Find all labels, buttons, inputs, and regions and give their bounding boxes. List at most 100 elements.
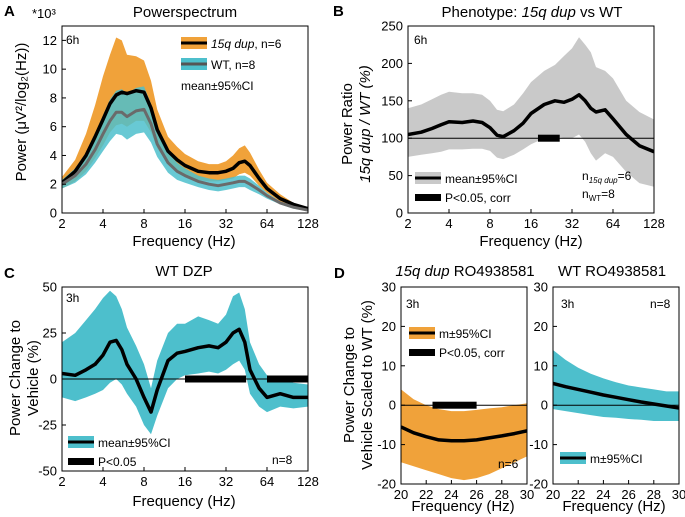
panel-c-time: 3h [66, 291, 79, 305]
axes-frame [400, 286, 528, 485]
y-tick-label: 0 [50, 206, 57, 221]
significance-bar-2 [267, 375, 308, 383]
x-tick-label: 8 [140, 216, 147, 231]
x-tick-label: 26 [469, 487, 483, 502]
y-tick-label: 150 [381, 93, 403, 108]
legend-sig-d-label: P<0.05, corr [439, 346, 505, 360]
x-tick-label: 8 [140, 474, 147, 489]
panel-c-xlabel: Frequency (Hz) [132, 493, 235, 510]
panel-d-title-right: WT RO4938581 [558, 263, 666, 280]
panel-b-n-dup: n15q dup=6 [582, 169, 632, 185]
panel-d-title-left-b: RO4938581 [450, 263, 535, 280]
ci-band-1 [62, 290, 308, 435]
panel-d-title-left-a: 15q dup [395, 263, 449, 280]
x-tick-label: 22 [419, 487, 433, 502]
plot-area [408, 37, 654, 187]
y-tick-label: -50 [38, 464, 57, 479]
y-tick-label: 0 [396, 206, 403, 221]
x-tick-label: 4 [445, 216, 452, 231]
x-tick-label: 30 [672, 487, 685, 502]
x-tick-label: 64 [606, 216, 620, 231]
legend-swatch-sig-d [409, 349, 435, 356]
panel-b-time: 6h [414, 33, 427, 47]
x-tick-label: 2 [58, 474, 65, 489]
panel-d-n-right: n=8 [650, 297, 671, 311]
plot-area [62, 290, 308, 435]
panel-d-right-plot: 20 22 24 26 28 30 -20 -10 0 10 20 30 [529, 280, 685, 503]
panel-c-plot: 2 4 8 16 32 64 128 -50 -25 0 25 50 [38, 280, 319, 490]
y-tick-label: 12 [43, 33, 57, 48]
y-tick-label: 20 [382, 319, 396, 334]
n-wt-sub: WT [589, 194, 602, 203]
panel-d-time-right: 3h [561, 297, 574, 311]
panel-b-legend: mean±95%CI P<0.05, corr [415, 172, 518, 205]
panel-a-time: 6h [66, 33, 79, 47]
panel-b-plot: 2 4 8 16 32 64 128 0 50 100 150 200 250 [381, 19, 665, 232]
significance-bar-1 [432, 401, 477, 409]
panel-d-legend-left: m±95%CI P<0.05, corr [409, 327, 505, 360]
panel-d-n-left: n=6 [498, 457, 519, 471]
ci-band-1 [401, 389, 527, 481]
x-tick-label: 30 [520, 487, 534, 502]
y-tick-label: 100 [381, 131, 403, 146]
x-tick-label: 32 [219, 474, 233, 489]
mean-line-1 [401, 425, 527, 443]
panel-c-ylabel-2: Vehicle (%) [25, 340, 42, 416]
panel-a-title: Powerspectrum [133, 4, 237, 21]
panel-a-ylabel: Power (μV²/log₂(Hz)) [13, 43, 30, 182]
panel-a-legend: 15q dup, n=6 WT, n=8 mean±95%CI [181, 37, 282, 93]
legend-band-c-label: mean±95%CI [98, 436, 171, 450]
x-tick-label: 22 [571, 487, 585, 502]
panel-c: C WT DZP 2 4 8 16 32 64 128 -50 -25 0 25 50 Frequen… [4, 263, 319, 510]
y-tick-label: -25 [38, 418, 57, 433]
x-tick-label: 4 [99, 216, 106, 231]
n-wt-val: =8 [601, 187, 615, 201]
panel-b-title-c: vs WT [576, 4, 623, 21]
panel-b-ylabel-1: Power Ratio [339, 83, 356, 165]
y-tick-label: -20 [529, 477, 548, 492]
legend-sig-c-label: P<0.05 [98, 455, 137, 469]
panel-b: B Phenotype: 15q dup vs WT 2 4 8 16 32 64 128 0… [333, 3, 665, 250]
ci-band-1 [553, 350, 679, 421]
panel-d-ylabel-2: Vehicle Scaled to WT (%) [359, 300, 376, 470]
legend-band-d-label: m±95%CI [439, 327, 492, 341]
mean-line-1 [408, 93, 654, 154]
panel-a-xlabel: Frequency (Hz) [132, 233, 235, 250]
ci-band-1 [62, 37, 308, 211]
n-wt-base: n [582, 187, 589, 201]
ci-band-2 [62, 86, 308, 211]
y-tick-label: 250 [381, 19, 403, 34]
x-tick-label: 26 [621, 487, 635, 502]
panel-a: A Powerspectrum *10³ 2 4 8 16 32 64 1280246810… [4, 3, 319, 250]
n-dup-base: n [582, 169, 589, 183]
y-tick-label: 6 [50, 119, 57, 134]
mean-line-2 [62, 107, 308, 212]
panel-d-ylabel-1: Power Change to [341, 327, 358, 443]
mean-line-1 [553, 381, 679, 410]
y-tick-label: 200 [381, 56, 403, 71]
legend-band-d2-label: m±95%CI [590, 452, 643, 466]
x-tick-label: 4 [99, 474, 106, 489]
x-tick-label: 64 [260, 216, 274, 231]
y-tick-label: 30 [382, 280, 396, 295]
n-dup-sub: 15q dup [589, 176, 618, 185]
y-tick-label: 10 [382, 358, 396, 373]
x-tick-label: 64 [260, 474, 274, 489]
legend-sig-label: P<0.05, corr [445, 191, 511, 205]
x-tick-label: 16 [524, 216, 538, 231]
mean-line-1 [62, 327, 308, 414]
axes-frame [552, 286, 680, 485]
panel-c-ylabel-1: Power Change to [7, 320, 24, 436]
panel-d-xlabel-right: Frequency (Hz) [562, 498, 665, 515]
x-tick-label: 128 [297, 216, 319, 231]
panel-d-left-plot: 20 22 24 26 28 30 -20 -10 0 10 20 30 [377, 280, 534, 503]
panel-c-title: WT DZP [155, 263, 212, 280]
x-tick-label: 128 [643, 216, 665, 231]
panel-b-xlabel: Frequency (Hz) [479, 233, 582, 250]
mean-line-1 [62, 88, 308, 211]
x-tick-label: 28 [647, 487, 661, 502]
y-tick-label: 50 [389, 168, 403, 183]
y-tick-label: 0 [389, 398, 396, 413]
y-tick-label: 30 [534, 280, 548, 295]
y-tick-label: 8 [50, 90, 57, 105]
